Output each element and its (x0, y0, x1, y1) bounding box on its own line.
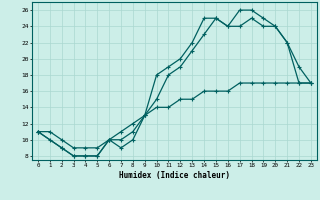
X-axis label: Humidex (Indice chaleur): Humidex (Indice chaleur) (119, 171, 230, 180)
